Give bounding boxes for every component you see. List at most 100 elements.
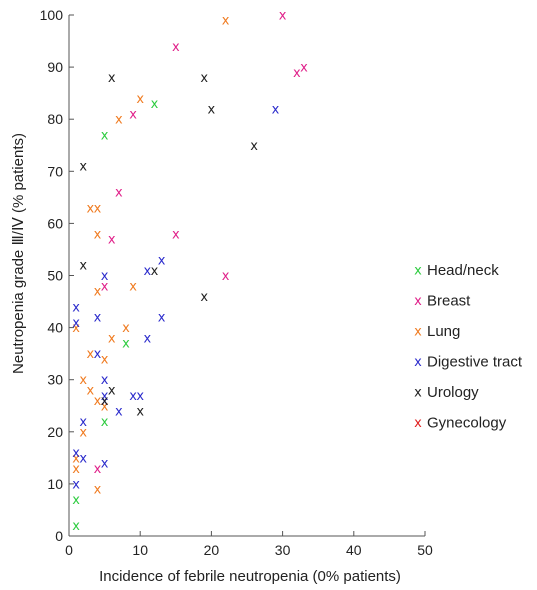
data-point-lung: x (87, 201, 95, 216)
y-tick-label: 40 (47, 320, 63, 336)
data-point-lung: x (72, 321, 80, 336)
data-point-head-neck: x (101, 128, 109, 143)
data-point-digestive-tract: x (101, 394, 109, 409)
data-point-lung: x (122, 321, 130, 336)
data-point-breast: x (172, 227, 180, 242)
data-point-lung: x (94, 483, 102, 498)
data-point-lung: x (94, 201, 102, 216)
data-point-head-neck: x (101, 415, 109, 430)
data-point-urology: x (101, 394, 109, 409)
data-point-urology: x (108, 71, 116, 86)
data-point-lung: x (87, 347, 95, 362)
data-point-digestive-tract: x (94, 347, 102, 362)
y-tick-label: 0 (55, 528, 63, 544)
data-point-lung: x (94, 227, 102, 242)
data-point-breast: x (222, 269, 230, 284)
data-point-lung: x (222, 14, 230, 29)
data-point-lung: x (94, 285, 102, 300)
data-point-lung: x (87, 384, 95, 399)
data-point-head-neck: x (122, 337, 130, 352)
x-ticks: 0 10 20 30 40 50 (65, 531, 433, 558)
data-point-urology: x (200, 71, 208, 86)
legend-label-urology: Urology (427, 384, 479, 401)
data-point-lung: x (94, 394, 102, 409)
data-point-breast: x (279, 9, 287, 24)
data-point-lung: x (115, 113, 123, 128)
data-point-digestive-tract: x (115, 404, 123, 419)
y-tick-label: 60 (47, 215, 63, 231)
legend-label-breast: Breast (427, 293, 471, 310)
data-point-digestive-tract: x (129, 389, 137, 404)
data-point-head-neck: x (72, 493, 80, 508)
data-point-urology: x (250, 139, 258, 154)
data-point-digestive-tract: x (72, 446, 80, 461)
y-tick-label: 20 (47, 424, 63, 440)
y-tick-label: 90 (47, 59, 63, 75)
data-point-urology: x (200, 290, 208, 305)
legend-label-head-neck: Head/neck (427, 262, 499, 279)
y-tick-label: 100 (40, 7, 64, 23)
data-point-urology: x (79, 259, 87, 274)
data-point-digestive-tract: x (79, 451, 87, 466)
y-axis-title: Neutropenia grade Ⅲ/Ⅳ (% patients) (10, 133, 27, 374)
data-point-digestive-tract: x (158, 311, 166, 326)
legend-label-digestive-tract: Digestive tract (427, 354, 523, 371)
data-point-digestive-tract: x (136, 389, 144, 404)
data-point-lung: x (72, 451, 80, 466)
x-tick-label: 20 (204, 542, 220, 558)
data-point-digestive-tract: x (94, 311, 102, 326)
data-point-lung: x (101, 352, 109, 367)
data-point-lung: x (101, 399, 109, 414)
y-tick-label: 30 (47, 372, 63, 388)
data-point-breast: x (108, 233, 116, 248)
data-point-lung: x (79, 425, 87, 440)
legend-label-gynecology: Gynecology (427, 415, 507, 432)
x-tick-label: 40 (346, 542, 362, 558)
data-point-breast: x (101, 279, 109, 294)
data-point-urology: x (79, 160, 87, 175)
data-point-breast: x (129, 107, 137, 122)
data-point-urology: x (151, 264, 159, 279)
y-tick-label: 80 (47, 111, 63, 127)
data-point-digestive-tract: x (101, 373, 109, 388)
legend-label-lung: Lung (427, 323, 460, 340)
legend-marker-digestive-tract: x (414, 355, 422, 370)
data-point-digestive-tract: x (158, 253, 166, 268)
data-point-head-neck: x (72, 519, 80, 534)
legend-marker-breast: x (414, 294, 422, 309)
data-point-breast: x (300, 61, 308, 76)
data-point-digestive-tract: x (101, 457, 109, 472)
legend-marker-lung: x (414, 325, 422, 340)
x-tick-label: 30 (275, 542, 291, 558)
data-point-digestive-tract: x (272, 102, 280, 117)
legend-marker-urology: x (414, 386, 422, 401)
data-point-digestive-tract: x (143, 332, 151, 347)
data-point-digestive-tract: x (101, 389, 109, 404)
data-point-breast: x (293, 66, 301, 81)
data-point-digestive-tract: x (101, 269, 109, 284)
data-point-urology: x (136, 404, 144, 419)
legend-marker-gynecology: x (414, 416, 422, 431)
x-tick-label: 0 (65, 542, 73, 558)
y-tick-label: 10 (47, 476, 63, 492)
y-ticks: 0 10 20 30 40 50 60 70 80 90 100 (40, 7, 74, 544)
y-tick-label: 50 (47, 268, 63, 284)
y-tick-label: 70 (47, 163, 63, 179)
data-point-digestive-tract: x (72, 300, 80, 315)
data-point-urology: x (208, 102, 216, 117)
data-point-lung: x (129, 279, 137, 294)
data-point-digestive-tract: x (143, 264, 151, 279)
data-point-urology: x (108, 384, 116, 399)
data-point-digestive-tract: x (72, 477, 80, 492)
data-point-digestive-tract: x (79, 415, 87, 430)
data-point-lung: x (136, 92, 144, 107)
data-point-breast: x (172, 40, 180, 55)
data-point-lung: x (108, 332, 116, 347)
legend-marker-head-neck: x (414, 264, 422, 279)
data-point-lung: x (72, 462, 80, 477)
x-tick-label: 50 (417, 542, 433, 558)
data-point-lung: x (79, 373, 87, 388)
